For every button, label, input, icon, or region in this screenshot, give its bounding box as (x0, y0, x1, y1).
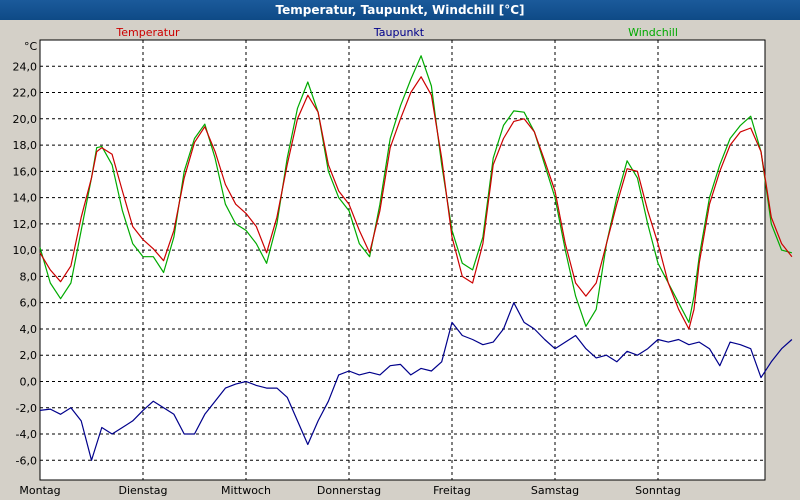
y-tick-label: 2,0 (20, 349, 38, 362)
series-lines (39, 55, 793, 461)
y-axis: 24,0 22,0 20,0 18,0 16,0 14,0 12,0 10,0 8,0 6,0 4,… (13, 60, 38, 467)
x-tick-day: Donnerstag (317, 484, 381, 497)
x-tick-day: Mittwoch (221, 484, 271, 497)
x-axis: Montag20.04.20Dienstag21.04.20Mittwoch22… (19, 484, 681, 497)
series-line-taupunkt (39, 302, 793, 461)
y-tick-label: 0,0 (20, 375, 38, 388)
x-tick-day: Samstag (531, 484, 579, 497)
grid-lines (40, 40, 765, 480)
y-tick-label: 20,0 (13, 113, 38, 126)
y-tick-label: -6,0 (16, 454, 37, 467)
y-tick-label: 16,0 (13, 165, 38, 178)
y-tick-label: 18,0 (13, 139, 38, 152)
y-tick-label: 24,0 (13, 60, 38, 73)
y-tick-label: -4,0 (16, 428, 37, 441)
plot-area (39, 39, 766, 481)
y-tick-label: 14,0 (13, 192, 38, 205)
y-tick-label: 6,0 (20, 297, 38, 310)
window-title: Temperatur, Taupunkt, Windchill [°C] (0, 0, 800, 20)
series-line-temperatur (39, 76, 793, 330)
legend-taupunkt: Taupunkt (373, 26, 425, 39)
temperature-chart: 24,0 22,0 20,0 18,0 16,0 14,0 12,0 10,0 8,0 6,0 4,… (13, 26, 793, 497)
x-tick-day: Sonntag (635, 484, 681, 497)
y-tick-label: 22,0 (13, 87, 38, 100)
legend-temperatur: Temperatur (115, 26, 180, 39)
y-tick-label: -2,0 (16, 402, 37, 415)
series-line-windchill (39, 55, 793, 327)
y-tick-label: 8,0 (20, 270, 38, 283)
x-tick-day: Freitag (433, 484, 471, 497)
unit-label: °C (24, 40, 38, 53)
y-tick-label: 10,0 (13, 244, 38, 257)
y-tick-label: 4,0 (20, 323, 38, 336)
legend-windchill: Windchill (628, 26, 678, 39)
y-tick-label: 12,0 (13, 218, 38, 231)
x-tick-day: Dienstag (118, 484, 167, 497)
x-tick-day: Montag (19, 484, 60, 497)
